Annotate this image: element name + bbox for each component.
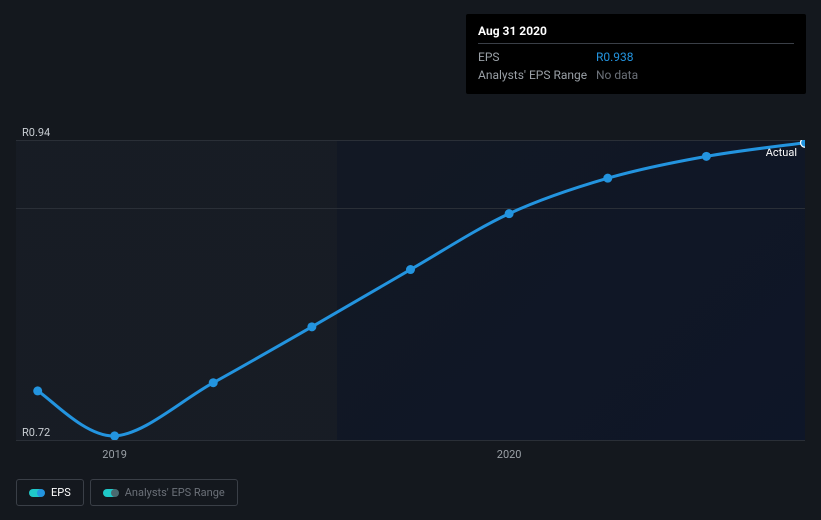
- data-point[interactable]: [505, 209, 514, 218]
- x-axis-label: 2020: [497, 448, 522, 461]
- data-point[interactable]: [209, 378, 218, 387]
- legend-dot-icon: [111, 489, 119, 497]
- data-point[interactable]: [603, 174, 612, 183]
- data-point[interactable]: [110, 431, 119, 440]
- data-point[interactable]: [307, 322, 316, 331]
- tooltip-date: Aug 31 2020: [478, 24, 794, 44]
- data-point[interactable]: [33, 386, 42, 395]
- gridline: [16, 440, 805, 441]
- data-point[interactable]: [406, 265, 415, 274]
- y-axis-label: R0.94: [22, 126, 50, 139]
- eps-line: [38, 143, 805, 436]
- chart-tooltip: Aug 31 2020 EPSR0.938Analysts' EPS Range…: [466, 14, 806, 94]
- tooltip-row: Analysts' EPS RangeNo data: [478, 66, 794, 84]
- tooltip-row: EPSR0.938: [478, 48, 794, 66]
- eps-chart: Actual R0.94R0.7220192020: [16, 140, 805, 440]
- x-axis-label: 2019: [102, 448, 127, 461]
- tooltip-row-value: No data: [596, 68, 638, 82]
- tooltip-row-label: Analysts' EPS Range: [478, 68, 596, 82]
- chart-legend: EPS Analysts' EPS Range: [16, 479, 238, 506]
- legend-swatch-icon: [103, 489, 117, 497]
- data-point[interactable]: [801, 140, 806, 147]
- legend-item[interactable]: Analysts' EPS Range: [90, 479, 238, 506]
- tooltip-row-label: EPS: [478, 50, 596, 64]
- legend-swatch-icon: [29, 489, 43, 497]
- tooltip-row-value: R0.938: [596, 50, 634, 64]
- legend-label: Analysts' EPS Range: [125, 486, 225, 499]
- legend-item[interactable]: EPS: [16, 479, 84, 506]
- legend-dot-icon: [37, 489, 45, 497]
- chart-svg: [16, 140, 805, 440]
- legend-label: EPS: [51, 486, 71, 499]
- data-point[interactable]: [702, 152, 711, 161]
